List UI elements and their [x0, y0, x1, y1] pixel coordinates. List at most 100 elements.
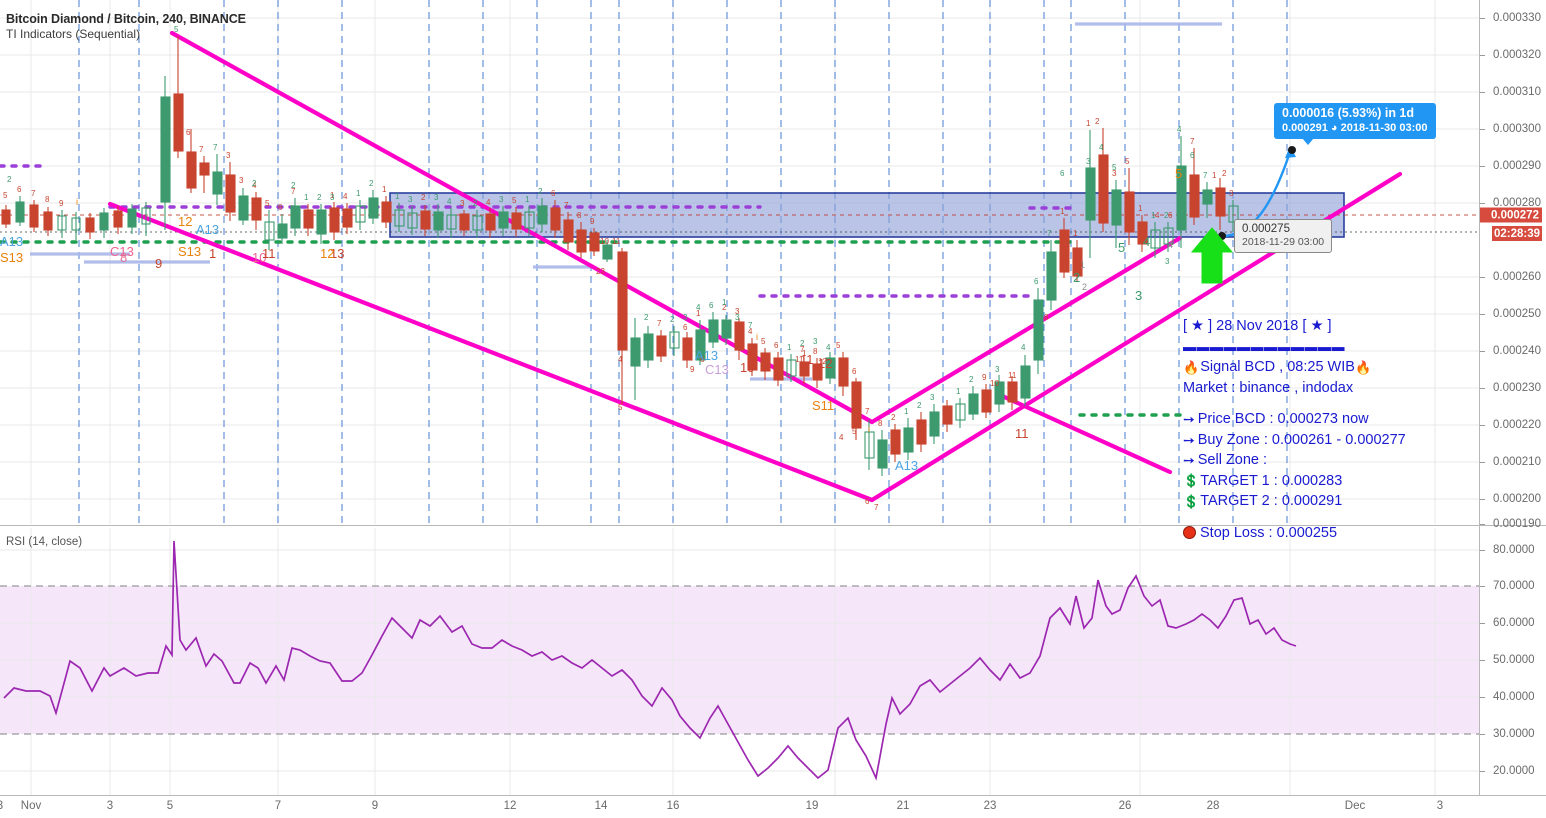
- price-axis-label: 0.000190: [1493, 518, 1541, 530]
- svg-text:6: 6: [17, 185, 22, 194]
- svg-text:6: 6: [865, 497, 870, 506]
- svg-text:4: 4: [1143, 234, 1150, 249]
- svg-text:A13: A13: [196, 222, 219, 237]
- svg-text:1: 1: [356, 189, 361, 198]
- annotation-title-row: [ ★ ] 28 Nov 2018 [ ★ ]: [1183, 316, 1406, 337]
- candle: [955, 398, 966, 428]
- candle: [15, 196, 25, 226]
- svg-text:1: 1: [904, 407, 909, 416]
- tick: [1480, 734, 1485, 735]
- time-axis[interactable]: Nov 3 3 5 7 9 12 14 16 19 21 23 26 28 De…: [0, 796, 1479, 818]
- price-axis-label: 0.000320: [1493, 49, 1541, 61]
- svg-text:9: 9: [155, 256, 162, 271]
- svg-text:1: 1: [956, 387, 961, 396]
- point-datetime: 2018-11-29 03:00: [1242, 236, 1325, 248]
- candle: [1072, 240, 1083, 282]
- svg-text:11: 11: [800, 352, 814, 367]
- candle: [877, 430, 888, 476]
- svg-text:4: 4: [1168, 240, 1173, 250]
- svg-text:7: 7: [874, 503, 879, 512]
- svg-text:6: 6: [1168, 211, 1173, 220]
- svg-text:7: 7: [213, 143, 218, 152]
- svg-text:2: 2: [1222, 169, 1227, 178]
- annotation-sell-zone: Sell Zone :: [1197, 452, 1268, 468]
- svg-text:2: 2: [369, 179, 374, 188]
- rsi-axis[interactable]: 80.0000 70.0000 60.0000 50.0000 40.0000 …: [1479, 528, 1546, 796]
- candle: [851, 378, 862, 440]
- svg-text:3: 3: [460, 199, 465, 208]
- svg-text:11: 11: [1015, 426, 1029, 441]
- svg-text:1: 1: [722, 298, 727, 307]
- point-price: 0.000275: [1242, 223, 1290, 235]
- svg-text:1: 1: [395, 192, 400, 201]
- svg-text:7: 7: [199, 145, 204, 154]
- svg-text:i: i: [868, 424, 870, 434]
- candle: [498, 206, 509, 236]
- candle: [160, 76, 171, 230]
- svg-text:5: 5: [1118, 240, 1125, 255]
- svg-text:5: 5: [1125, 157, 1130, 166]
- svg-text:3: 3: [930, 393, 935, 402]
- annotation-stop-loss: Stop Loss : 0.000255: [1200, 524, 1338, 541]
- svg-text:9: 9: [590, 217, 595, 226]
- tick: [1480, 18, 1485, 19]
- svg-text:3: 3: [813, 337, 818, 346]
- signal-annotation-block[interactable]: [ ★ ] 28 Nov 2018 [ ★ ] ▬▬▬▬▬▬▬▬▬▬▬▬ 🔥 S…: [1183, 316, 1406, 543]
- price-axis-overflow: 0.000190: [1479, 518, 1546, 542]
- price-axis-label: 0.000250: [1493, 308, 1541, 320]
- purple-dotted-lines: [0, 164, 1072, 298]
- svg-text:2: 2: [800, 339, 805, 348]
- svg-text:2: 2: [538, 187, 543, 196]
- svg-text:2: 2: [670, 315, 675, 324]
- svg-text:1: 1: [1212, 171, 1217, 180]
- svg-text:5: 5: [3, 191, 8, 200]
- candle: [368, 190, 379, 224]
- candle: [981, 384, 992, 418]
- svg-text:8: 8: [120, 250, 127, 265]
- svg-text:4: 4: [343, 192, 348, 201]
- tooltip-tail: [1302, 138, 1314, 145]
- arrow-right-icon: ➙: [1183, 452, 1195, 468]
- time-axis-label: 5: [166, 800, 174, 812]
- svg-text:7: 7: [1203, 171, 1208, 180]
- candle: [656, 330, 667, 362]
- tick: [1480, 771, 1485, 772]
- candle: [277, 214, 288, 244]
- price-axis-label: 0.000200: [1493, 493, 1541, 505]
- candlestick-series[interactable]: [1, 36, 1239, 476]
- svg-text:2: 2: [291, 181, 296, 190]
- money-icon: 💲: [1183, 493, 1200, 509]
- svg-text:3: 3: [683, 313, 688, 322]
- svg-text:1: 1: [1151, 211, 1156, 220]
- svg-text:2: 2: [1164, 211, 1169, 220]
- svg-text:7: 7: [1190, 137, 1195, 146]
- candle: [329, 202, 340, 240]
- annotation-sellzone-row: ➙ Sell Zone :: [1183, 450, 1406, 471]
- time-axis-label: 28: [1206, 800, 1220, 812]
- candle: [968, 386, 979, 420]
- price-axis[interactable]: 0.000330 0.000320 0.000310 0.000300 0.00…: [1479, 0, 1546, 524]
- rsi-pane[interactable]: [0, 528, 1479, 796]
- svg-text:7: 7: [1047, 229, 1052, 238]
- point-tooltip[interactable]: 0.000275 2018-11-29 03:00: [1234, 219, 1333, 253]
- svg-text:2: 2: [891, 413, 896, 422]
- svg-text:2: 2: [421, 193, 426, 202]
- time-axis-label: 3: [106, 800, 114, 812]
- svg-text:7: 7: [800, 345, 805, 354]
- pane-divider: [0, 525, 1546, 526]
- candle: [708, 312, 719, 348]
- svg-text:S13: S13: [178, 244, 201, 259]
- candle: [524, 206, 535, 236]
- tick: [1480, 660, 1485, 661]
- tick: [1480, 623, 1485, 624]
- price-axis-label: 0.000310: [1493, 86, 1541, 98]
- svg-text:4: 4: [748, 327, 753, 336]
- svg-text:3: 3: [499, 195, 504, 204]
- measurement-tooltip[interactable]: 0.000016 (5.93%) in 1d 0.000291 ◕ 2018-1…: [1274, 103, 1436, 145]
- svg-text:12: 12: [320, 246, 334, 261]
- candle: [1124, 168, 1135, 245]
- candle: [1020, 355, 1031, 406]
- svg-text:6: 6: [1060, 169, 1065, 178]
